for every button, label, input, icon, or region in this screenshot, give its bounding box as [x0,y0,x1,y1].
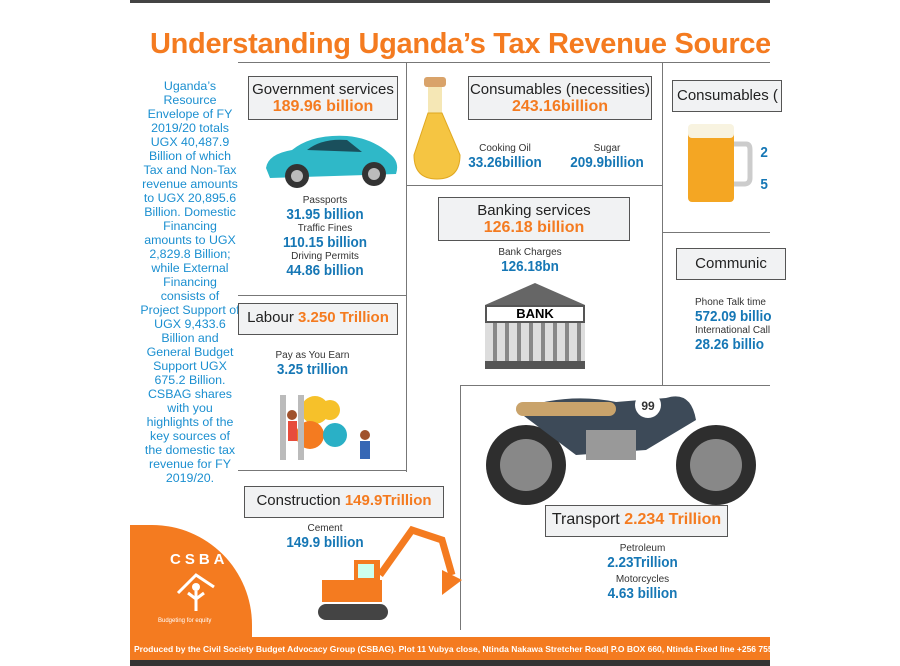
divider [406,185,662,186]
consumables-box: Consumables (necessities) 243.16billion [468,76,652,120]
labour-total: 3.250 Trillion [298,309,389,326]
logo-tagline: Budgeting for equity [158,618,212,624]
divider [662,62,663,385]
item-value: 149.9 billion [286,534,364,551]
logo-figure-icon [176,573,215,611]
item-label: Phone Talk time [695,297,766,308]
communication-title: Communic [695,255,767,272]
item-label: Driving Permits [291,251,359,262]
item-label: Passports [302,195,348,206]
item-value: 44.86 billion [286,262,364,279]
item-label: Petroleum [619,543,666,554]
consumables-title: Consumables (necessities) [469,81,651,98]
divider [460,385,461,630]
labour-box: Labour 3.250 Trillion [238,303,398,335]
item-value: 31.95 billion [286,206,364,223]
gov-title: Government services [252,81,394,98]
item-value: 2.23Trillion [607,554,678,571]
consumables2-value: 2 [760,144,768,161]
paye: Pay as You Earn 3.25 trillion [250,350,375,378]
item-value: 4.63 billion [607,585,678,602]
gov-services-box: Government services 189.96 billion [248,76,398,120]
divider [238,470,406,471]
communication-box: Communic [676,248,786,280]
divider [238,62,770,63]
consumables2-value: 5 [760,176,768,193]
excavator-icon [318,525,462,620]
divider [662,232,770,233]
consumables2-title: Consumables ( [677,87,778,104]
divider [238,295,406,296]
consumables-total: 243.16billion [511,98,609,115]
construction-title: Construction [256,492,341,509]
item-label: Bank Charges [498,247,562,258]
bike-number: 99 [641,399,655,413]
item-value: 126.18bn [501,258,559,275]
item-value: 33.26billion [468,154,542,171]
item-value: 110.15 billion [282,234,368,251]
item-value: 3.25 trillion [276,361,349,378]
item-label: Cement [307,523,343,534]
item-label: Motorcycles [615,574,670,585]
item-label: Sugar [593,143,621,154]
logo-name: CSBAG [170,551,245,568]
transport-title: Transport [551,511,620,528]
banking-total: 126.18 billion [483,219,585,236]
item-label: International Call [695,325,771,336]
banking-box: Banking services 126.18 billion [438,197,630,241]
item-label: Pay as You Earn [275,350,350,361]
gears-workers-icon [280,395,370,460]
bank-icon: BANK [485,283,585,371]
motorcycle-icon: 99 [486,392,756,505]
transport-items: Petroleum 2.23Trillion Motorcycles 4.63 … [580,543,705,602]
divider [460,385,770,386]
item-label: Cooking Oil [479,143,531,154]
item-value: 28.26 billio [695,336,765,353]
bank-charges: Bank Charges 126.18bn [470,247,590,275]
page-title: Understanding Uganda’s Tax Revenue Sourc… [150,28,770,60]
gov-total: 189.96 billion [272,98,374,115]
item-value: 572.09 billio [695,308,772,325]
divider [406,62,407,472]
item-label: Traffic Fines [297,223,353,234]
labour-title: Labour [247,309,294,326]
communication-items: Phone Talk time 572.09 billio Internatio… [695,297,775,353]
oil-bottle-icon [413,77,461,180]
sugar: Sugar 209.9billion [562,143,652,171]
gov-items: Passports 31.95 billion Traffic Fines 11… [250,195,400,279]
construction-box: Construction 149.9Trillion [244,486,444,518]
bank-sign: BANK [485,305,585,323]
footer: Produced by the Civil Society Budget Adv… [130,637,770,660]
cement: Cement 149.9 billion [265,523,385,551]
csbag-logo: CSBAG Budgeting for equity [130,525,252,637]
top-bar [130,0,770,3]
intro-text: Uganda’s Resource Envelope of FY 2019/20… [140,79,240,485]
item-value: 209.9billion [570,154,644,171]
transport-total: 2.234 Trillion [624,511,722,528]
cooking-oil: Cooking Oil 33.26billion [460,143,550,171]
consumables2-box: Consumables ( [672,80,782,112]
banking-title: Banking services [477,202,591,219]
bottom-bar [130,660,770,666]
car-icon [266,135,398,188]
construction-total: 149.9Trillion [344,492,432,509]
transport-box: Transport 2.234 Trillion [545,505,728,537]
beer-mug-icon [688,124,753,202]
